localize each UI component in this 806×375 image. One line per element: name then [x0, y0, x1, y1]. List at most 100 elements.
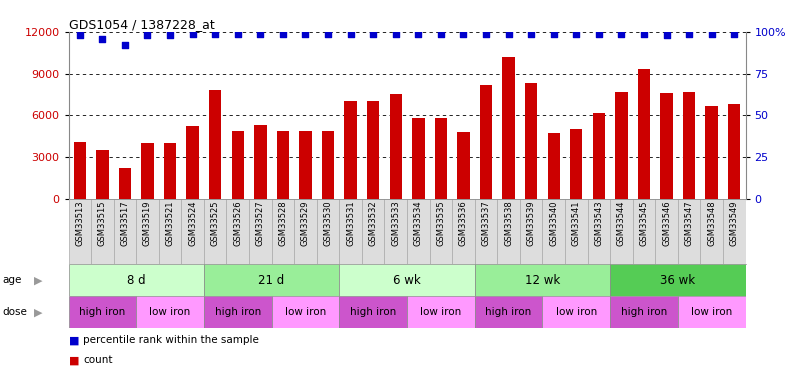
Point [660, 32, 673, 38]
Bar [705, 106, 718, 199]
Text: count: count [83, 356, 113, 366]
Text: GSM33545: GSM33545 [639, 201, 649, 246]
Text: GDS1054 / 1387228_at: GDS1054 / 1387228_at [69, 18, 214, 31]
Bar [565, 199, 588, 264]
Point [141, 32, 154, 38]
Bar [638, 69, 650, 199]
Bar [209, 90, 222, 199]
Bar [181, 199, 204, 264]
Bar [610, 199, 633, 264]
Text: low iron: low iron [285, 307, 326, 317]
Text: GSM33538: GSM33538 [504, 201, 513, 246]
Bar [520, 199, 542, 264]
Text: ■: ■ [69, 335, 79, 345]
Bar [159, 199, 181, 264]
Text: GSM33547: GSM33547 [684, 201, 694, 246]
Bar [502, 57, 515, 199]
Point [434, 30, 447, 36]
Text: GSM33519: GSM33519 [143, 201, 152, 246]
Bar [452, 199, 475, 264]
Text: low iron: low iron [691, 307, 733, 317]
Point [344, 30, 357, 36]
Bar [272, 296, 339, 328]
Bar [272, 199, 294, 264]
Bar [430, 199, 452, 264]
Point [728, 30, 741, 36]
Text: GSM33549: GSM33549 [729, 201, 739, 246]
Bar [610, 264, 746, 296]
Text: GSM33537: GSM33537 [481, 201, 491, 246]
Point [638, 30, 650, 36]
Point [480, 30, 492, 36]
Text: 36 wk: 36 wk [660, 274, 696, 287]
Bar [204, 199, 226, 264]
Text: 8 d: 8 d [127, 274, 146, 287]
Point [73, 32, 86, 38]
Text: GSM33541: GSM33541 [571, 201, 581, 246]
Bar [660, 93, 673, 199]
Bar [480, 85, 492, 199]
Bar [610, 296, 678, 328]
Text: GSM33530: GSM33530 [323, 201, 333, 246]
Bar [407, 199, 430, 264]
Text: percentile rank within the sample: percentile rank within the sample [83, 335, 259, 345]
Point [547, 30, 560, 36]
Text: GSM33515: GSM33515 [98, 201, 107, 246]
Bar [683, 92, 696, 199]
Point [683, 30, 696, 36]
Point [209, 30, 222, 36]
Bar [317, 199, 339, 264]
Bar [384, 199, 407, 264]
Bar [69, 296, 136, 328]
Point [254, 30, 267, 36]
Text: GSM33525: GSM33525 [210, 201, 220, 246]
Bar [457, 132, 470, 199]
Point [367, 30, 380, 36]
Bar [69, 264, 204, 296]
Text: GSM33517: GSM33517 [120, 201, 130, 246]
Point [118, 42, 131, 48]
Bar [542, 199, 565, 264]
Bar [588, 199, 610, 264]
Text: age: age [2, 275, 22, 285]
Bar [344, 101, 357, 199]
Bar [475, 264, 610, 296]
Text: GSM33526: GSM33526 [233, 201, 243, 246]
Text: low iron: low iron [555, 307, 597, 317]
Text: 6 wk: 6 wk [393, 274, 421, 287]
Point [412, 30, 425, 36]
Bar [91, 199, 114, 264]
Text: high iron: high iron [79, 307, 126, 317]
Text: GSM33544: GSM33544 [617, 201, 626, 246]
Text: ▶: ▶ [34, 275, 43, 285]
Text: GSM33531: GSM33531 [346, 201, 355, 246]
Bar [204, 264, 339, 296]
Bar [118, 168, 131, 199]
Point [276, 30, 289, 36]
Text: GSM33528: GSM33528 [278, 201, 288, 246]
Point [96, 36, 109, 42]
Point [186, 30, 199, 36]
Bar [700, 199, 723, 264]
Point [299, 30, 312, 36]
Bar [547, 134, 560, 199]
Bar [231, 130, 244, 199]
Text: GSM33533: GSM33533 [391, 201, 401, 246]
Point [615, 30, 628, 36]
Bar [164, 143, 177, 199]
Bar [678, 296, 746, 328]
Point [322, 30, 334, 36]
Bar [475, 199, 497, 264]
Text: high iron: high iron [485, 307, 532, 317]
Text: 12 wk: 12 wk [525, 274, 560, 287]
Point [705, 30, 718, 36]
Text: high iron: high iron [621, 307, 667, 317]
Point [457, 30, 470, 36]
Text: GSM33539: GSM33539 [526, 201, 536, 246]
Text: dose: dose [2, 307, 27, 317]
Bar [226, 199, 249, 264]
Text: GSM33527: GSM33527 [256, 201, 265, 246]
Point [592, 30, 605, 36]
Bar [339, 264, 475, 296]
Text: ▶: ▶ [34, 307, 43, 317]
